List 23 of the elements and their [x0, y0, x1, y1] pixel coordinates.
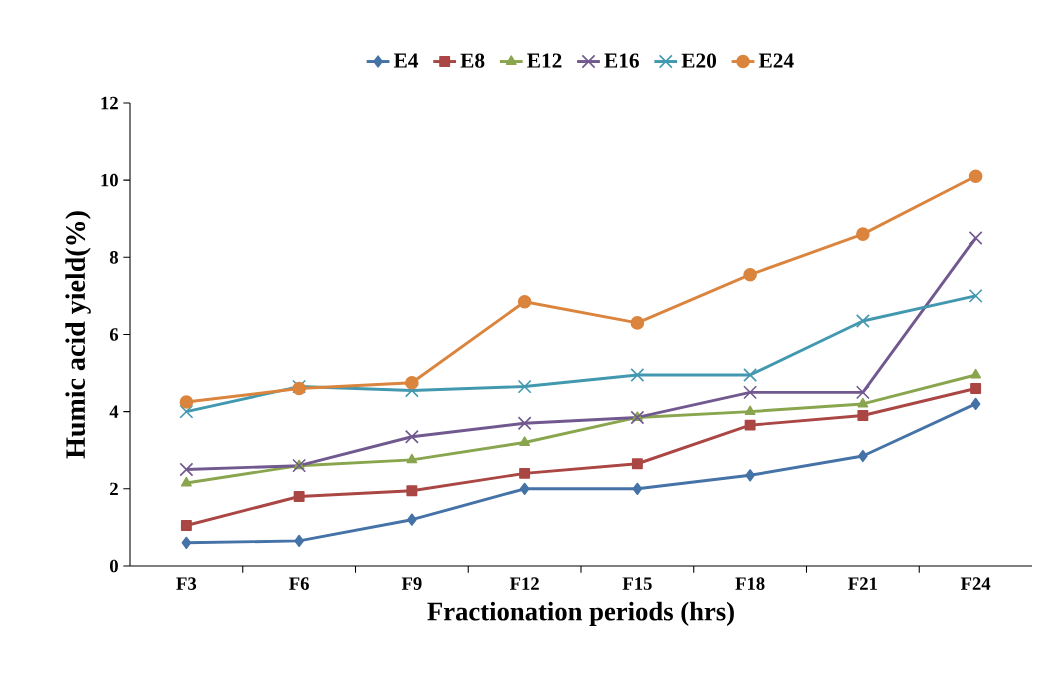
- x-axis-title: Fractionation periods (hrs): [427, 601, 734, 626]
- y-tick-label: 0: [110, 559, 118, 573]
- y-tick-label: 2: [110, 482, 118, 495]
- x-tick-label: F21: [848, 577, 877, 590]
- legend-label: E20: [681, 53, 717, 68]
- y-axis-title: Humic acid yield(%): [65, 211, 91, 459]
- legend-label: E4: [393, 53, 419, 68]
- legend-label: E12: [527, 53, 562, 68]
- y-tick-label: 4: [109, 405, 119, 418]
- x-tick-label: F18: [735, 577, 765, 590]
- x-tick-label: F9: [401, 577, 422, 590]
- legend-label: E24: [758, 53, 794, 68]
- x-tick-label: F15: [622, 577, 652, 590]
- y-tick-label: 8: [109, 251, 119, 264]
- y-tick-label: 6: [109, 328, 119, 341]
- y-tick-label: 12: [101, 96, 118, 110]
- legend-label: E8: [460, 53, 485, 68]
- x-tick-label: F3: [176, 577, 197, 590]
- x-tick-label: F6: [289, 577, 309, 590]
- y-tick-label: 10: [101, 173, 118, 187]
- x-tick-label: F24: [960, 577, 991, 590]
- legend-label: E16: [604, 53, 639, 68]
- x-tick-label: F12: [509, 577, 539, 590]
